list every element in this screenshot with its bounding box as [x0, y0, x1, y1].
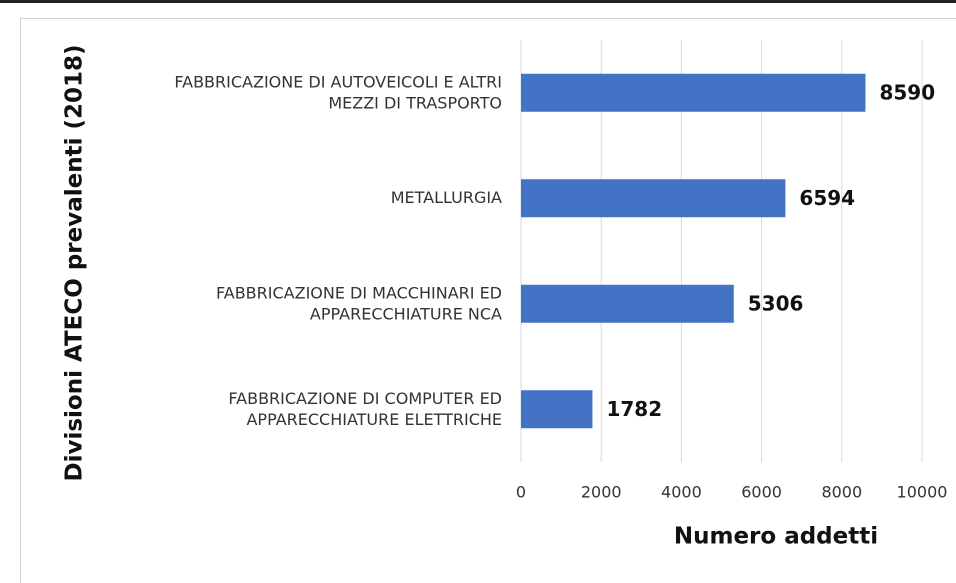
y-tick-label: METALLURGIA	[391, 188, 502, 207]
y-tick-label: FABBRICAZIONE DI MACCHINARI ED APPARECCHI…	[216, 283, 502, 323]
x-tick-label: 2000	[581, 483, 622, 502]
value-label: 8590	[879, 80, 935, 104]
y-tick-label: FABBRICAZIONE DI AUTOVEICOLI E ALTRI MEZZ…	[174, 72, 502, 112]
frame	[20, 18, 956, 583]
x-axis-title: Numero addetti	[674, 524, 878, 550]
x-tick-label: 0	[516, 483, 526, 502]
x-tick-label: 8000	[821, 483, 862, 502]
value-label: 6594	[799, 186, 855, 210]
bar	[521, 179, 786, 218]
x-tick-label: 10000	[897, 483, 948, 502]
x-tick-label: 6000	[741, 483, 782, 502]
x-tick-label: 4000	[661, 483, 702, 502]
bar	[521, 390, 593, 429]
bar	[521, 73, 866, 112]
value-label: 1782	[606, 397, 662, 421]
value-label: 5306	[748, 291, 804, 315]
y-axis-title: Divisioni ATECO prevalenti (2018)	[62, 44, 88, 481]
y-tick-label: FABBRICAZIONE DI COMPUTER ED APPARECCHIAT…	[228, 388, 502, 428]
bar	[521, 284, 734, 323]
